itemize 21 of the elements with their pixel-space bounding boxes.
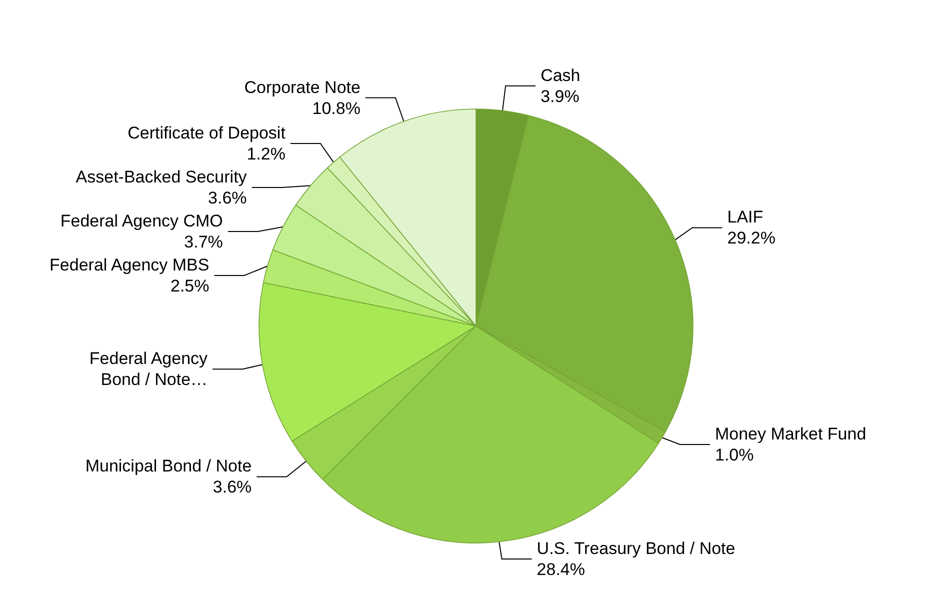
slice-label: Corporate Note [244, 78, 360, 97]
data-label: 2.5% [170, 276, 210, 296]
slice-label: Federal Agency CMO [60, 211, 223, 230]
data-label: 1.0% [714, 445, 754, 464]
data-label: 3.9% [540, 86, 580, 106]
slice-label: Cash [540, 66, 580, 85]
slice-label: U.S. Treasury Bond / Note [536, 539, 736, 558]
slice-label: LAIF [727, 208, 764, 227]
slice-label: Federal Agency Bond / Note… [89, 349, 208, 390]
slice-label: Certificate of Deposit [128, 123, 286, 142]
slice-label: Money Market Fund [714, 424, 866, 444]
data-label: 1.2% [246, 144, 286, 164]
data-label: 10.8% [312, 98, 360, 118]
data-label: 3.6% [208, 188, 247, 208]
slice-label: Federal Agency MBS [50, 255, 210, 274]
slice-label: Asset-Backed Security [76, 167, 248, 186]
data-label: 3.7% [184, 232, 223, 252]
slice-label: Municipal Bond / Note [85, 456, 252, 476]
data-label: 3.6% [212, 478, 252, 497]
data-label: 28.4% [536, 560, 586, 579]
data-label: 29.2% [727, 228, 776, 248]
